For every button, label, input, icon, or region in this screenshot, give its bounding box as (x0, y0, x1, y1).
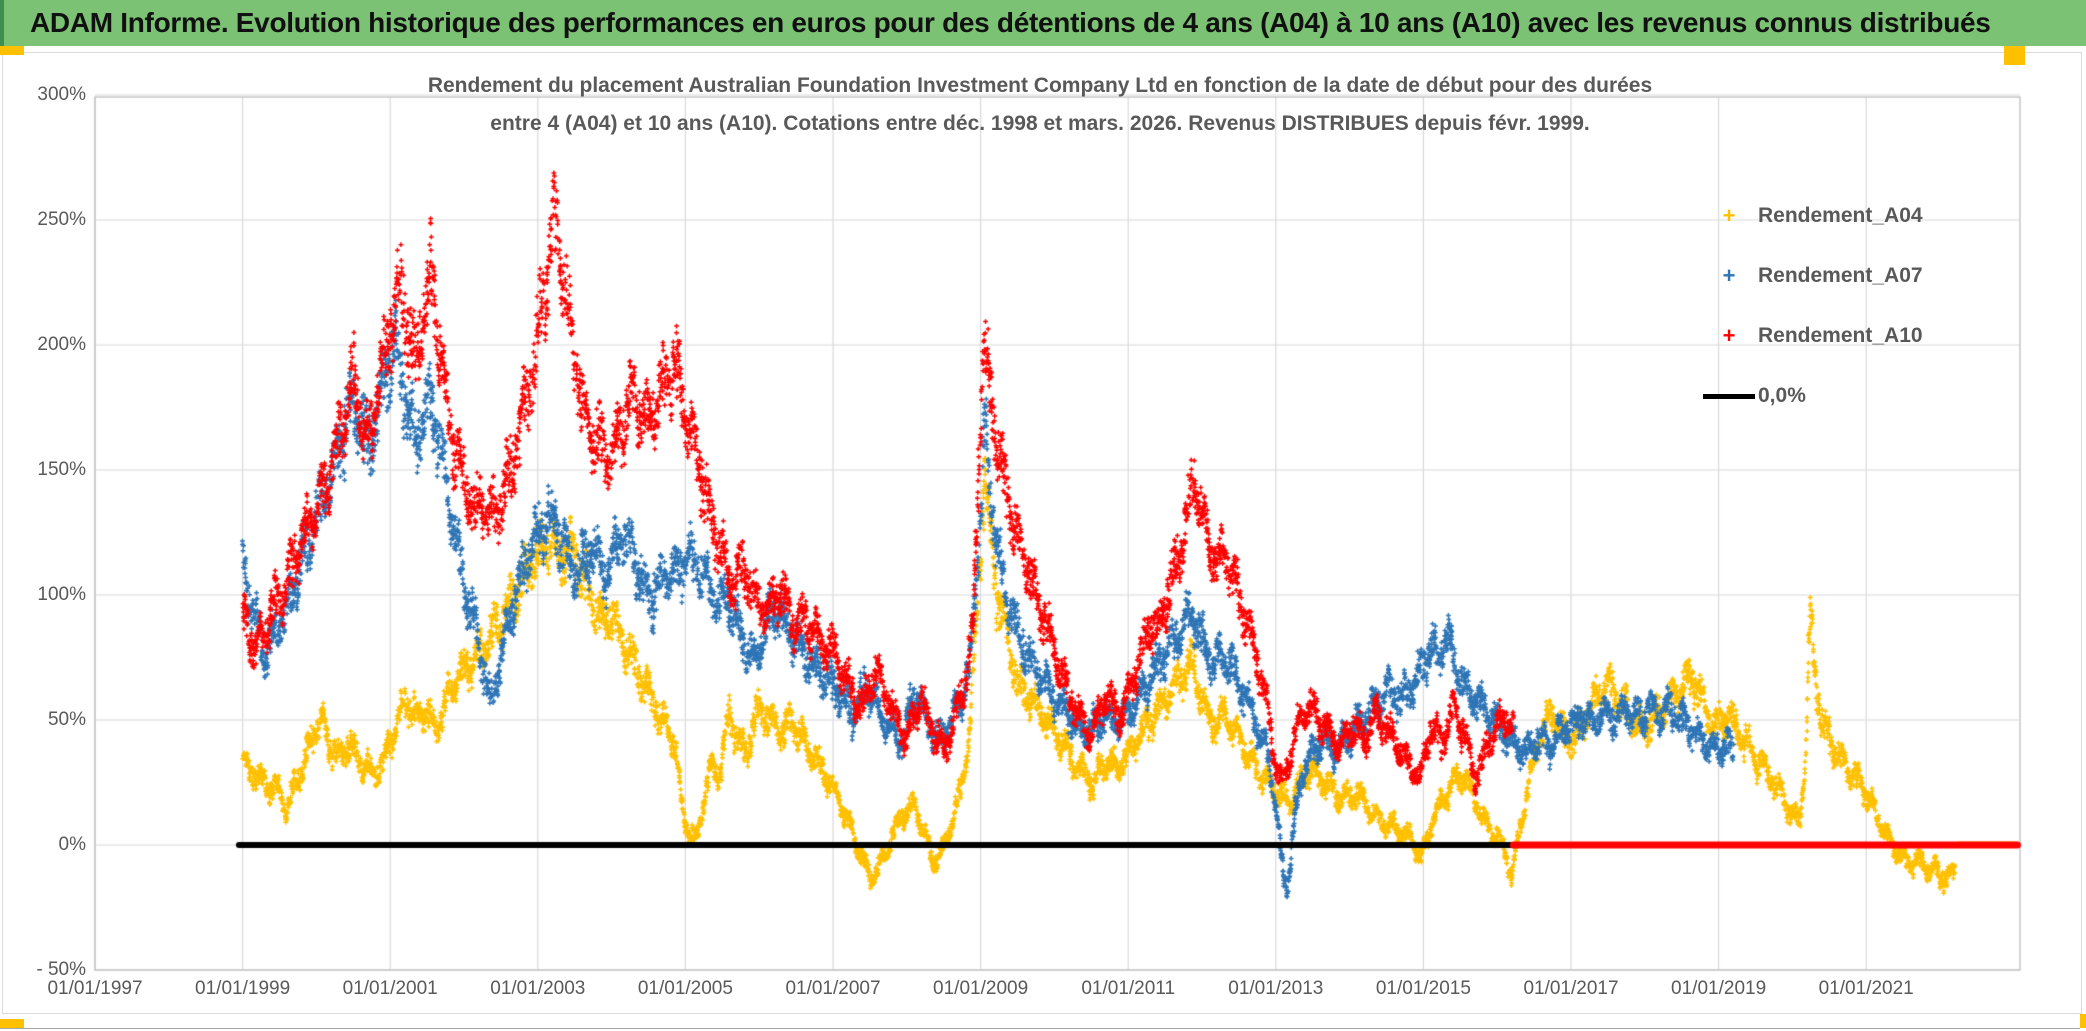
page-title: ADAM Informe. Evolution historique des p… (30, 7, 1991, 38)
legend-item: + Rendement_A04 (1700, 186, 1980, 246)
legend-item: + Rendement_A07 (1700, 246, 1980, 306)
y-axis-tick-label: 0% (58, 834, 86, 855)
plus-marker-icon: + (1722, 263, 1736, 288)
legend-label: Rendement_A04 (1758, 204, 1923, 227)
y-axis-tick-label: 100% (37, 584, 86, 605)
legend-item: 0,0% (1700, 366, 1980, 426)
x-axis-tick-label: 01/01/1997 (47, 978, 143, 999)
x-axis-tick-label: 01/01/2009 (933, 978, 1029, 999)
x-axis-tick-label: 01/01/2011 (1081, 978, 1176, 999)
yellow-corner-bottom-right (2080, 1014, 2086, 1028)
chart-title-line1: Rendement du placement Australian Founda… (427, 74, 1653, 97)
y-axis-tick-label: 250% (37, 209, 86, 230)
x-axis-tick-label: 01/01/2015 (1375, 978, 1471, 999)
chart-legend: + Rendement_A04 + Rendement_A07 + Rendement_A… (1700, 186, 1980, 426)
x-axis-tick-label: 01/01/2001 (342, 978, 438, 999)
left-edge-sliver (0, 0, 4, 46)
legend-label: Rendement_A10 (1758, 324, 1923, 347)
chart-title-line2: entre 4 (A04) et 10 ans (A10). Cotations… (490, 112, 1590, 135)
x-axis-tick-label: 01/01/2005 (637, 978, 733, 999)
legend-label: 0,0% (1758, 384, 1806, 407)
title-bar: ADAM Informe. Evolution historique des p… (0, 0, 2086, 46)
x-axis-tick-label: 01/01/2017 (1523, 978, 1619, 999)
plus-marker-icon: + (1722, 203, 1736, 228)
x-axis-tick-label: 01/01/2019 (1671, 978, 1767, 999)
y-axis-tick-label: - 50% (36, 959, 86, 980)
x-axis-tick-label: 01/01/1999 (195, 978, 291, 999)
yellow-corner-bottom-left (0, 1019, 24, 1028)
yellow-corner-top-left (0, 46, 24, 55)
bottom-divider (0, 1028, 2080, 1029)
y-axis-tick-label: 300% (37, 84, 86, 105)
x-axis-tick-label: 01/01/2007 (785, 978, 881, 999)
yellow-corner-top-right (2004, 46, 2025, 65)
x-axis-tick-label: 01/01/2021 (1818, 978, 1914, 999)
legend-label: Rendement_A07 (1758, 264, 1923, 287)
legend-item: + Rendement_A10 (1700, 306, 1980, 366)
x-axis-tick-label: 01/01/2003 (490, 978, 586, 999)
plus-marker-icon: + (1722, 323, 1736, 348)
x-axis-tick-label: 01/01/2013 (1228, 978, 1324, 999)
line-swatch-icon (1703, 393, 1755, 399)
y-axis-tick-label: 150% (37, 459, 86, 480)
y-axis-tick-label: 50% (47, 709, 86, 730)
y-axis-tick-label: 200% (37, 334, 86, 355)
